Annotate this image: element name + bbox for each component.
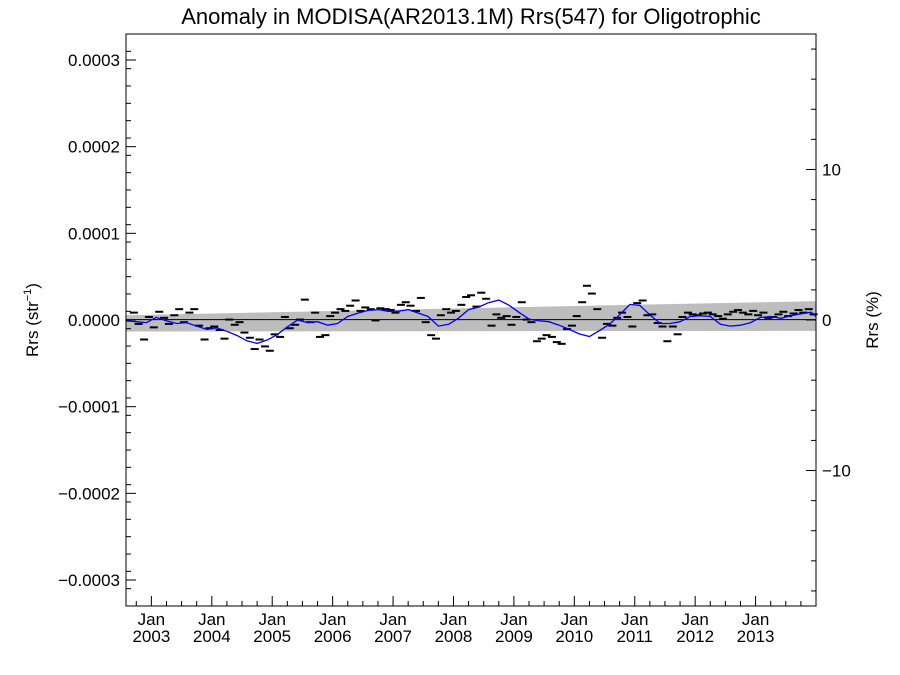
x-tick-year-label: 2010	[555, 627, 593, 646]
right-tick-label: 0	[822, 311, 831, 330]
x-tick-year-label: 2009	[495, 627, 533, 646]
left-tick-label: 0.0003	[68, 51, 120, 70]
x-tick-month-label: Jan	[621, 610, 648, 629]
left-axis-label: Rrs (str−1)	[22, 283, 42, 357]
x-tick-year-label: 2005	[253, 627, 291, 646]
x-tick-month-label: Jan	[742, 610, 769, 629]
x-tick-year-label: 2007	[374, 627, 412, 646]
right-tick-label: 10	[822, 160, 841, 179]
x-tick-year-label: 2003	[132, 627, 170, 646]
x-tick-year-label: 2006	[314, 627, 352, 646]
x-tick-month-label: Jan	[138, 610, 165, 629]
left-axis-label-base: Rrs (str	[23, 301, 42, 357]
x-tick-month-label: Jan	[561, 610, 588, 629]
x-tick-year-label: 2008	[435, 627, 473, 646]
left-axis-label-close: )	[23, 283, 42, 289]
monthly-anomaly-markers	[129, 284, 818, 352]
left-tick-label: −0.0003	[58, 571, 120, 590]
confidence-band	[126, 301, 816, 332]
left-y-axis: 0.0003 0.0002 0.0001 0.0000 −0.0001 −0.0002 −0…	[58, 33, 136, 607]
x-tick-month-label: Jan	[198, 610, 225, 629]
right-axis-label: Rrs (%)	[863, 291, 882, 349]
left-tick-label: −0.0002	[58, 484, 120, 503]
left-tick-label: −0.0001	[58, 398, 120, 417]
series-layer	[125, 284, 818, 352]
x-tick-year-label: 2004	[193, 627, 231, 646]
confidence-band-layer	[126, 301, 816, 332]
x-tick-month-label: Jan	[681, 610, 708, 629]
chart-title: Anomaly in MODISA(AR2013.1M) Rrs(547) fo…	[181, 4, 761, 29]
x-tick-month-label: Jan	[379, 610, 406, 629]
x-tick-year-label: 2013	[737, 627, 775, 646]
right-y-axis: 10 0 −10	[806, 48, 851, 592]
x-tick-year-label: 2011	[616, 627, 653, 646]
x-tick-month-label: Jan	[259, 610, 286, 629]
right-tick-label: −10	[822, 462, 851, 481]
left-tick-label: 0.0000	[68, 311, 120, 330]
left-tick-label: 0.0001	[68, 224, 120, 243]
left-axis-label-sup: −1	[22, 289, 34, 302]
x-tick-month-label: Jan	[440, 610, 467, 629]
x-tick-month-label: Jan	[500, 610, 527, 629]
left-tick-label: 0.0002	[68, 138, 120, 157]
smoothed-anomaly-line	[125, 299, 817, 345]
x-tick-month-label: Jan	[319, 610, 346, 629]
x-tick-year-label: 2012	[676, 627, 714, 646]
x-axis: Jan2003Jan2004Jan2005Jan2006Jan2007Jan20…	[132, 596, 802, 646]
